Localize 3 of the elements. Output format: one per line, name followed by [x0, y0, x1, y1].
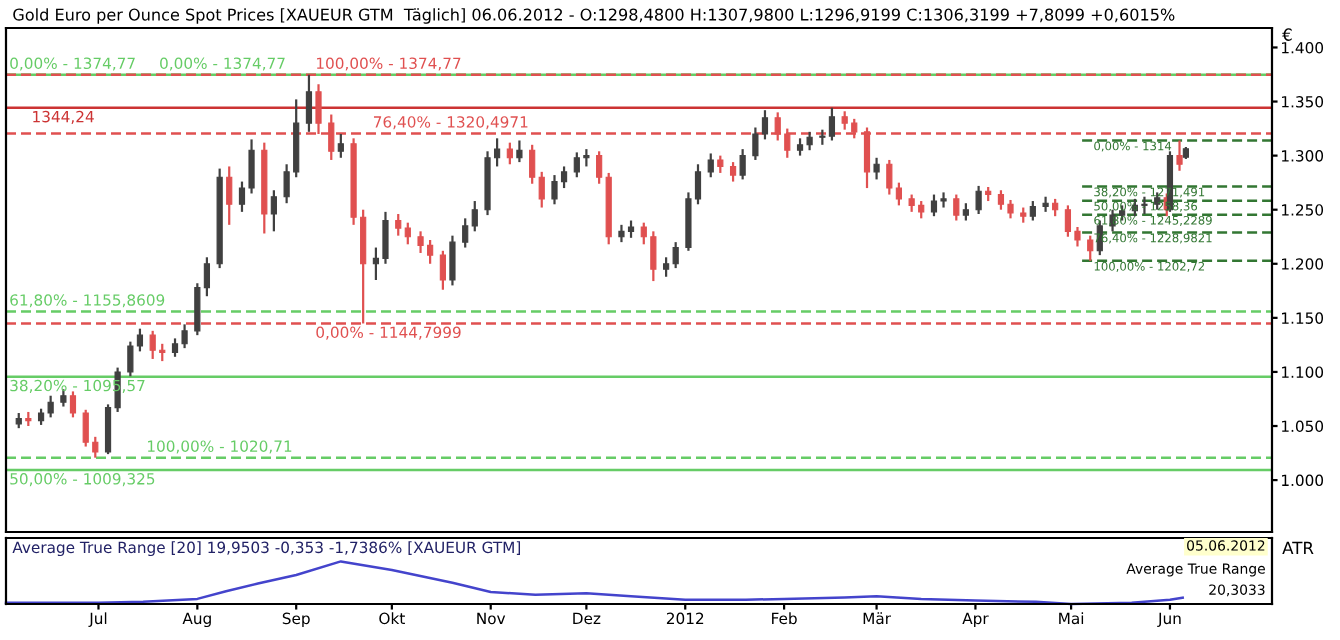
y-axis-title: € [1282, 28, 1292, 41]
y-axis-title: ATR [1282, 541, 1314, 554]
chart-title: Gold Euro per Ounce Spot Prices [XAUEUR GTM Täglich] 06.06.2012 - O:1298,4800 H:1307,9800 L:1296,9199 C:1306,3199 +7,8099 +0,6015% [13, 8, 1175, 24]
